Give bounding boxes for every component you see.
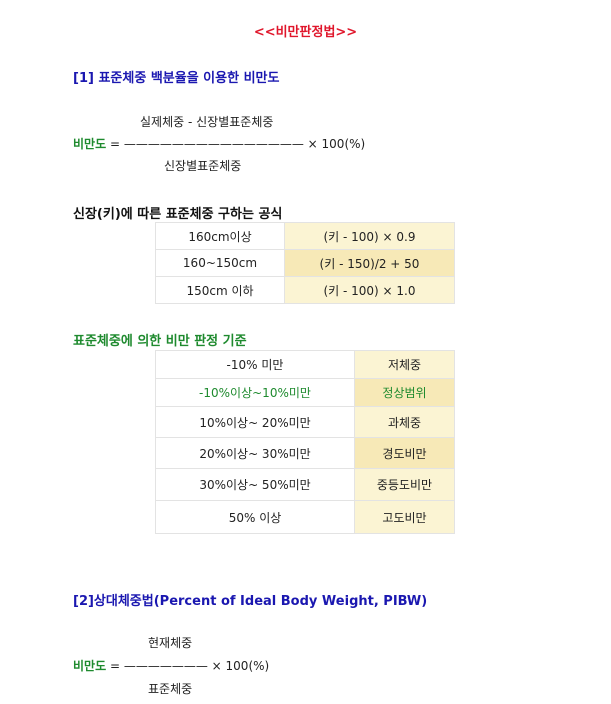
formula2-times: × 100(%) bbox=[211, 659, 270, 673]
criteria-range-cell: 50% 이상 bbox=[155, 500, 355, 534]
height-range-cell: 160~150cm bbox=[155, 249, 285, 277]
table-row: 10%이상~ 20%미만 과체중 bbox=[155, 406, 455, 438]
height-formula-table: 160cm이상 (키 - 100) × 0.9 160~150cm (키 - 1… bbox=[155, 222, 455, 304]
criteria-heading: 표준체중에 의한 비만 판정 기준 bbox=[73, 334, 247, 349]
criteria-range-cell: -10% 미만 bbox=[155, 350, 355, 379]
criteria-result-cell: 경도비만 bbox=[354, 437, 455, 469]
formula1-times: × 100(%) bbox=[307, 137, 366, 151]
formula2-denominator: 표준체중 bbox=[148, 682, 193, 696]
section1-heading: [1] 표준체중 백분율을 이용한 비만도 bbox=[73, 71, 280, 86]
height-formula-cell: (키 - 100) × 0.9 bbox=[284, 222, 455, 250]
formula2-numerator: 현재체중 bbox=[148, 636, 193, 650]
height-range-cell: 160cm이상 bbox=[155, 222, 285, 250]
table-row: 30%이상~ 50%미만 중등도비만 bbox=[155, 468, 455, 501]
criteria-result-cell: 과체중 bbox=[354, 406, 455, 438]
formula2-label: 비만도 bbox=[73, 659, 107, 673]
height-range-cell: 150cm 이하 bbox=[155, 276, 285, 304]
formula1-denominator: 신장별표준체중 bbox=[164, 159, 242, 173]
table-row: 50% 이상 고도비만 bbox=[155, 500, 455, 534]
criteria-range-cell: 20%이상~ 30%미만 bbox=[155, 437, 355, 469]
table-row: 160cm이상 (키 - 100) × 0.9 bbox=[155, 222, 455, 250]
page-title: <<비만판정법>> bbox=[253, 25, 358, 40]
criteria-result-cell: 중등도비만 bbox=[354, 468, 455, 501]
table-row: 160~150cm (키 - 150)/2 + 50 bbox=[155, 249, 455, 277]
criteria-result-cell: 정상범위 bbox=[354, 378, 455, 407]
criteria-result-cell: 저체중 bbox=[354, 350, 455, 379]
height-formula-cell: (키 - 100) × 1.0 bbox=[284, 276, 455, 304]
criteria-table: -10% 미만 저체중 -10%이상~10%미만 정상범위 10%이상~ 20%… bbox=[155, 350, 455, 534]
table-row: 150cm 이하 (키 - 100) × 1.0 bbox=[155, 276, 455, 304]
formula2-equals: = bbox=[109, 659, 121, 673]
formula1-bar: ——————————————— bbox=[123, 137, 304, 151]
height-formula-cell: (키 - 150)/2 + 50 bbox=[284, 249, 455, 277]
formula1-equals: = bbox=[109, 137, 121, 151]
formula1-label: 비만도 bbox=[73, 137, 107, 151]
height-formula-heading: 신장(키)에 따른 표준체중 구하는 공식 bbox=[73, 207, 283, 222]
criteria-range-cell: -10%이상~10%미만 bbox=[155, 378, 355, 407]
criteria-range-cell: 30%이상~ 50%미만 bbox=[155, 468, 355, 501]
formula2-line: 비만도 = ——————— × 100(%) bbox=[73, 657, 269, 674]
formula2-bar: ——————— bbox=[123, 659, 208, 673]
table-row: 20%이상~ 30%미만 경도비만 bbox=[155, 437, 455, 469]
formula1-numerator: 실제체중 - 신장별표준체중 bbox=[140, 115, 274, 129]
criteria-range-cell: 10%이상~ 20%미만 bbox=[155, 406, 355, 438]
section2-heading: [2]상대체중법(Percent of Ideal Body Weight, P… bbox=[73, 594, 428, 609]
criteria-result-cell: 고도비만 bbox=[354, 500, 455, 534]
table-row: -10% 미만 저체중 bbox=[155, 350, 455, 379]
formula1-line: 비만도 = ——————————————— × 100(%) bbox=[73, 135, 365, 152]
table-row: -10%이상~10%미만 정상범위 bbox=[155, 378, 455, 407]
